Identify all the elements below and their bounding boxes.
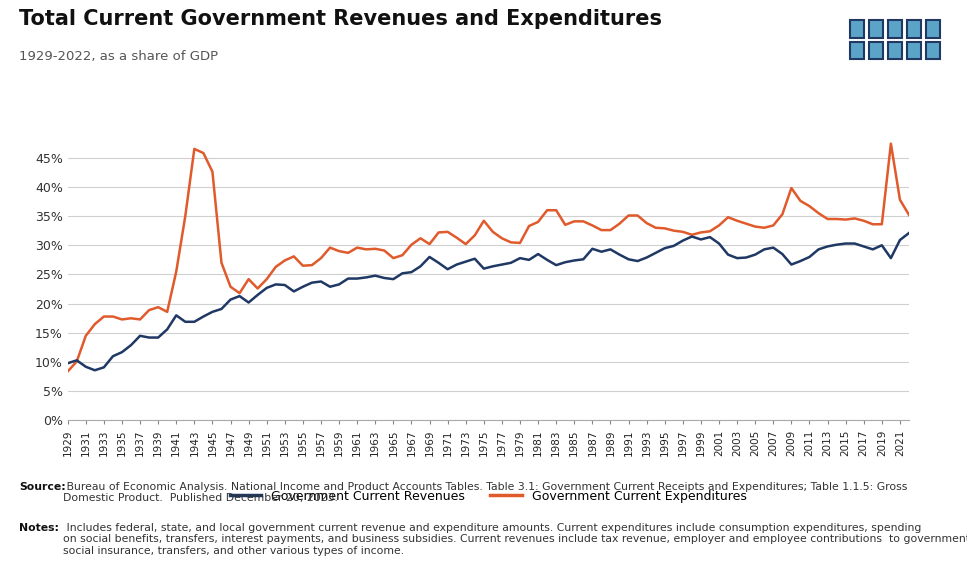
Text: Total Current Government Revenues and Expenditures: Total Current Government Revenues and Ex…: [19, 9, 662, 29]
Text: Notes:: Notes:: [19, 523, 59, 533]
Text: Source:: Source:: [19, 482, 66, 492]
Text: Includes federal, state, and local government current revenue and expenditure am: Includes federal, state, and local gover…: [63, 523, 967, 556]
FancyBboxPatch shape: [868, 42, 883, 59]
FancyBboxPatch shape: [907, 20, 922, 38]
Legend: Government Current Revenues, Government Current Expenditures: Government Current Revenues, Government …: [225, 485, 751, 507]
Text: Bureau of Economic Analysis. National Income and Product Accounts Tables. Table : Bureau of Economic Analysis. National In…: [63, 482, 907, 503]
FancyBboxPatch shape: [888, 20, 902, 38]
FancyBboxPatch shape: [888, 42, 902, 59]
Text: 1929-2022, as a share of GDP: 1929-2022, as a share of GDP: [19, 50, 219, 62]
FancyBboxPatch shape: [850, 20, 864, 38]
FancyBboxPatch shape: [907, 42, 922, 59]
FancyBboxPatch shape: [850, 42, 864, 59]
FancyBboxPatch shape: [868, 20, 883, 38]
Text: TPC: TPC: [863, 68, 927, 97]
FancyBboxPatch shape: [925, 42, 940, 59]
FancyBboxPatch shape: [925, 20, 940, 38]
